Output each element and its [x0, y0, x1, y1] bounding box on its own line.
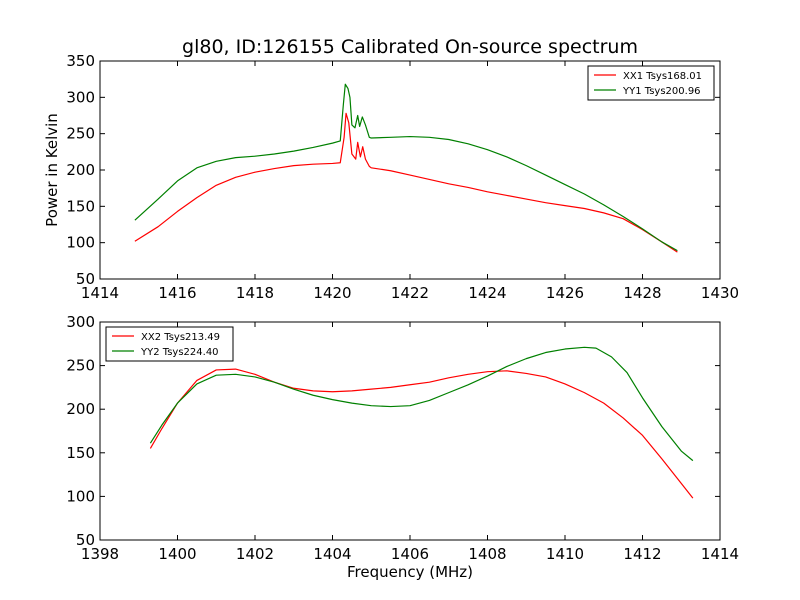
y-tick-label: 200	[66, 400, 95, 418]
y-tick-label: 150	[66, 197, 95, 215]
x-tick-label: 1406	[391, 545, 429, 563]
series-line-1-2	[134, 83, 678, 252]
y-tick-label: 50	[76, 531, 95, 549]
x-tick-label: 1414	[701, 545, 739, 563]
y-tick-label: 250	[66, 125, 95, 143]
y-tick-label: 100	[66, 234, 95, 252]
x-tick-label: 1408	[468, 545, 506, 563]
x-tick-label: 1412	[623, 545, 661, 563]
legend-entry: XX1 Tsys168.01	[623, 71, 702, 82]
chart-title: gl80, ID:126155 Calibrated On-source spe…	[182, 36, 638, 58]
x-tick-label: 1400	[158, 545, 196, 563]
y-tick-label: 250	[66, 357, 95, 375]
y-tick-label: 50	[76, 270, 95, 288]
x-tick-label: 1426	[546, 284, 584, 302]
legend-entry: YY2 Tsys224.40	[140, 347, 219, 358]
x-tick-label: 1422	[391, 284, 429, 302]
series-line-1-1	[134, 112, 678, 253]
x-tick-label: 1428	[623, 284, 661, 302]
y-tick-label: 100	[66, 487, 95, 505]
x-tick-label: 1398	[81, 545, 119, 563]
x-tick-label: 1418	[236, 284, 274, 302]
legend-entry: YY1 Tsys200.96	[622, 86, 701, 97]
x-tick-label: 1430	[701, 284, 739, 302]
y-axis-label: Power in Kelvin	[43, 113, 61, 227]
x-tick-label: 1414	[81, 284, 119, 302]
x-tick-label: 1410	[546, 545, 584, 563]
y-tick-label: 150	[66, 444, 95, 462]
series-line-2-2	[149, 346, 694, 462]
bottom-plot: 1398 1400 1402 1404 1406 1408 1410 1412 1414 50 10…	[66, 313, 739, 581]
x-axis-label: Frequency (MHz)	[347, 563, 473, 581]
y-tick-label: 300	[66, 313, 95, 331]
x-tick-label: 1416	[158, 284, 196, 302]
top-plot: 1414 1416 1418 1420 1422 1424 1426 1428 1430 50 10…	[43, 52, 739, 302]
y-tick-label: 300	[66, 88, 95, 106]
x-tick-label: 1424	[468, 284, 506, 302]
legend-entry: XX2 Tsys213.49	[141, 332, 220, 343]
x-tick-label: 1420	[313, 284, 351, 302]
y-tick-label: 200	[66, 161, 95, 179]
y-tick-label: 350	[66, 52, 95, 70]
legend-box-2	[105, 326, 234, 362]
legend-box-1	[587, 65, 715, 101]
series-line-2-1	[149, 368, 694, 499]
x-tick-label: 1404	[313, 545, 351, 563]
x-tick-label: 1402	[236, 545, 274, 563]
